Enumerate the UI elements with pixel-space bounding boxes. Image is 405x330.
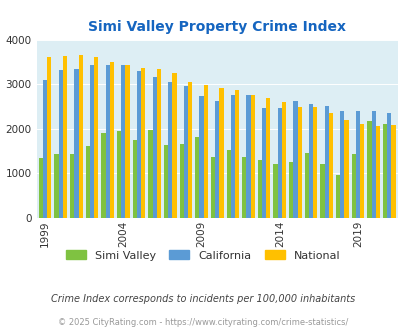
Bar bbox=[297, 107, 301, 218]
Bar bbox=[168, 82, 172, 218]
Bar bbox=[375, 126, 379, 218]
Bar bbox=[266, 98, 270, 218]
Bar bbox=[94, 57, 98, 218]
Bar bbox=[367, 121, 371, 218]
Bar bbox=[312, 107, 317, 218]
Bar bbox=[371, 111, 375, 218]
Bar bbox=[343, 120, 348, 218]
Bar bbox=[63, 56, 67, 218]
Bar bbox=[382, 124, 386, 218]
Bar bbox=[250, 95, 254, 218]
Bar bbox=[234, 90, 239, 218]
Bar bbox=[47, 56, 51, 218]
Bar bbox=[156, 69, 160, 218]
Bar bbox=[219, 88, 223, 218]
Bar bbox=[210, 157, 215, 218]
Bar bbox=[59, 70, 63, 218]
Bar bbox=[215, 101, 219, 218]
Bar bbox=[273, 164, 277, 218]
Title: Simi Valley Property Crime Index: Simi Valley Property Crime Index bbox=[88, 20, 345, 34]
Bar bbox=[199, 96, 203, 218]
Bar bbox=[78, 55, 83, 218]
Bar bbox=[355, 111, 359, 218]
Bar bbox=[339, 111, 343, 218]
Bar bbox=[304, 153, 308, 218]
Bar bbox=[105, 65, 110, 218]
Bar bbox=[320, 164, 324, 218]
Bar bbox=[152, 78, 156, 218]
Bar bbox=[226, 149, 230, 218]
Bar bbox=[74, 69, 78, 218]
Bar bbox=[324, 106, 328, 218]
Bar bbox=[328, 113, 332, 218]
Bar bbox=[351, 154, 355, 218]
Bar bbox=[203, 84, 207, 218]
Bar bbox=[292, 101, 297, 218]
Bar bbox=[125, 65, 129, 218]
Bar bbox=[308, 104, 312, 218]
Bar bbox=[188, 82, 192, 218]
Bar bbox=[359, 124, 363, 218]
Bar bbox=[257, 160, 261, 218]
Text: Crime Index corresponds to incidents per 100,000 inhabitants: Crime Index corresponds to incidents per… bbox=[51, 294, 354, 304]
Bar bbox=[230, 95, 234, 218]
Text: © 2025 CityRating.com - https://www.cityrating.com/crime-statistics/: © 2025 CityRating.com - https://www.city… bbox=[58, 318, 347, 327]
Bar bbox=[117, 131, 121, 218]
Bar bbox=[136, 71, 141, 218]
Bar bbox=[179, 144, 183, 218]
Bar bbox=[54, 154, 59, 218]
Bar bbox=[277, 108, 281, 218]
Bar bbox=[90, 65, 94, 218]
Bar bbox=[288, 162, 292, 218]
Bar bbox=[386, 113, 390, 218]
Bar bbox=[390, 125, 394, 218]
Bar bbox=[43, 80, 47, 218]
Bar bbox=[110, 62, 114, 218]
Bar bbox=[241, 157, 246, 218]
Bar bbox=[335, 175, 339, 218]
Bar bbox=[261, 108, 266, 218]
Bar bbox=[39, 158, 43, 218]
Bar bbox=[164, 145, 168, 218]
Bar bbox=[246, 95, 250, 218]
Bar bbox=[85, 146, 90, 218]
Bar bbox=[172, 73, 176, 218]
Bar bbox=[70, 154, 74, 218]
Bar bbox=[148, 130, 152, 218]
Bar bbox=[121, 65, 125, 218]
Bar bbox=[132, 140, 136, 218]
Bar bbox=[281, 102, 286, 218]
Bar bbox=[195, 137, 199, 218]
Bar bbox=[101, 133, 105, 218]
Bar bbox=[141, 68, 145, 218]
Legend: Simi Valley, California, National: Simi Valley, California, National bbox=[61, 246, 344, 265]
Bar bbox=[183, 86, 188, 218]
